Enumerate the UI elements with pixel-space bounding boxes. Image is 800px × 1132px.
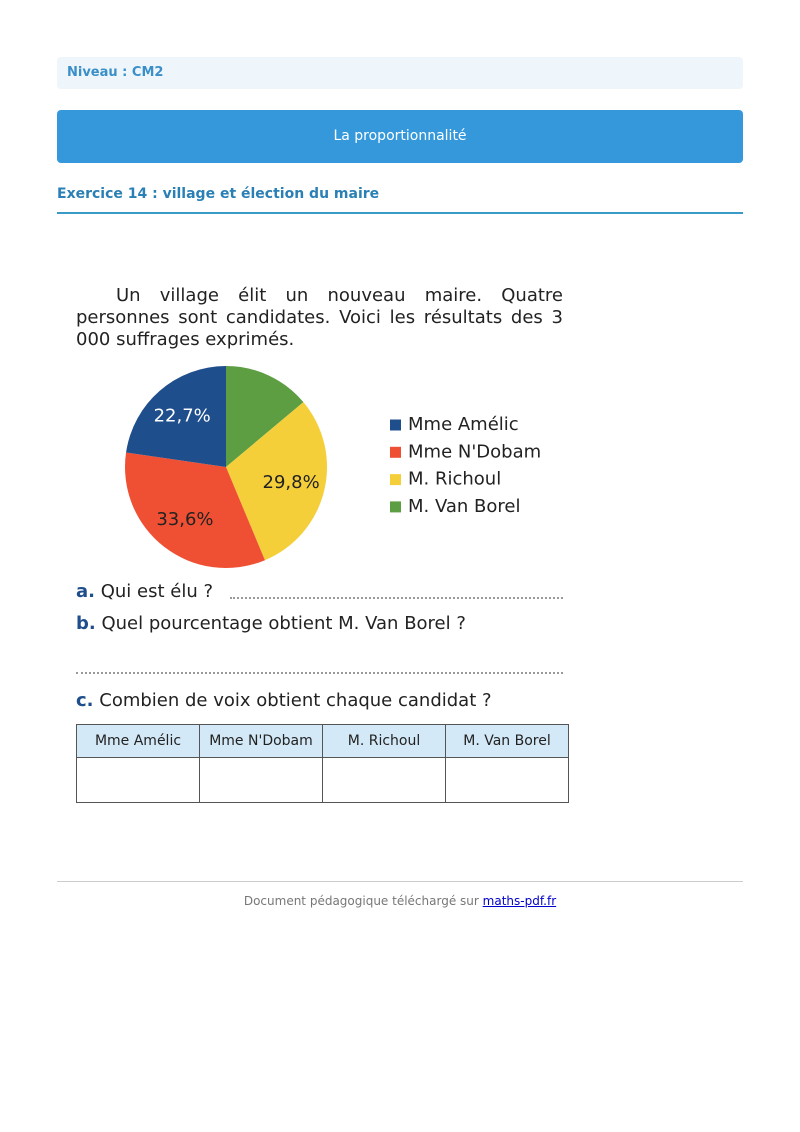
answer-line — [76, 672, 563, 674]
title-rule — [57, 212, 743, 214]
pie-slice — [226, 366, 304, 467]
footer-text: Document pédagogique téléchargé sur — [243, 894, 479, 908]
question-text: Qui est élu ? — [100, 581, 214, 602]
pie-slice — [226, 402, 327, 561]
header-cell: M. Richoul — [322, 724, 446, 758]
legend-label: Mme N'Dobam — [408, 441, 541, 462]
slice-label: 29,8% — [263, 472, 320, 493]
legend-swatch — [390, 474, 401, 486]
slice-label: 33,6% — [156, 509, 213, 530]
pie-slice — [125, 452, 265, 568]
cell — [199, 757, 323, 803]
pie-slice — [126, 366, 226, 467]
question-text: Combien de voix obtient chaque candidat … — [99, 690, 492, 711]
footer-rule — [57, 881, 743, 882]
answer-table: Mme Amélic Mme N'Dobam M. Richoul M. Van… — [76, 724, 569, 803]
banner: La proportionnalité — [57, 110, 743, 163]
header-cell: M. Van Borel — [445, 724, 569, 758]
cell — [445, 757, 569, 803]
footer: Document pédagogique téléchargé sur math… — [0, 894, 800, 908]
cell — [76, 757, 200, 803]
header-cell: Mme Amélic — [76, 724, 200, 758]
question: b. Quel pourcentage obtient M. Van Borel… — [76, 613, 466, 634]
question-letter: a. — [76, 581, 95, 602]
pie-chart: 29,8% 33,6% 22,7% Mme Amélic Mme N'Dobam M. R… — [125, 366, 541, 568]
answer-line — [230, 597, 563, 599]
legend-swatch — [390, 446, 401, 458]
legend-swatch — [390, 501, 401, 513]
footer-link[interactable]: maths-pdf.fr — [482, 894, 557, 908]
level-box: Niveau : CM2 — [57, 57, 743, 89]
intro: Un village élit un nouveau maire. Quatre… — [76, 285, 563, 350]
legend-label: M. Van Borel — [408, 496, 521, 517]
question: a. Qui est élu ? — [76, 581, 213, 602]
question-letter: c. — [76, 690, 94, 711]
question-text: Quel pourcentage obtient M. Van Borel ? — [101, 613, 466, 634]
answer-row — [76, 757, 569, 803]
cell — [322, 757, 446, 803]
exercise-title: Exercice 14 : village et élection du mai… — [57, 186, 380, 202]
legend-swatch — [390, 419, 401, 431]
level: Niveau : CM2 — [67, 65, 164, 80]
header-row: Mme Amélic Mme N'Dobam M. Richoul M. Van… — [76, 724, 569, 758]
slice-label: 22,7% — [154, 405, 211, 426]
legend-label: M. Richoul — [408, 469, 501, 490]
question: c. Combien de voix obtient chaque candid… — [76, 690, 492, 711]
question-letter: b. — [76, 613, 96, 634]
legend-label: Mme Amélic — [408, 414, 519, 435]
header-cell: Mme N'Dobam — [199, 724, 323, 758]
